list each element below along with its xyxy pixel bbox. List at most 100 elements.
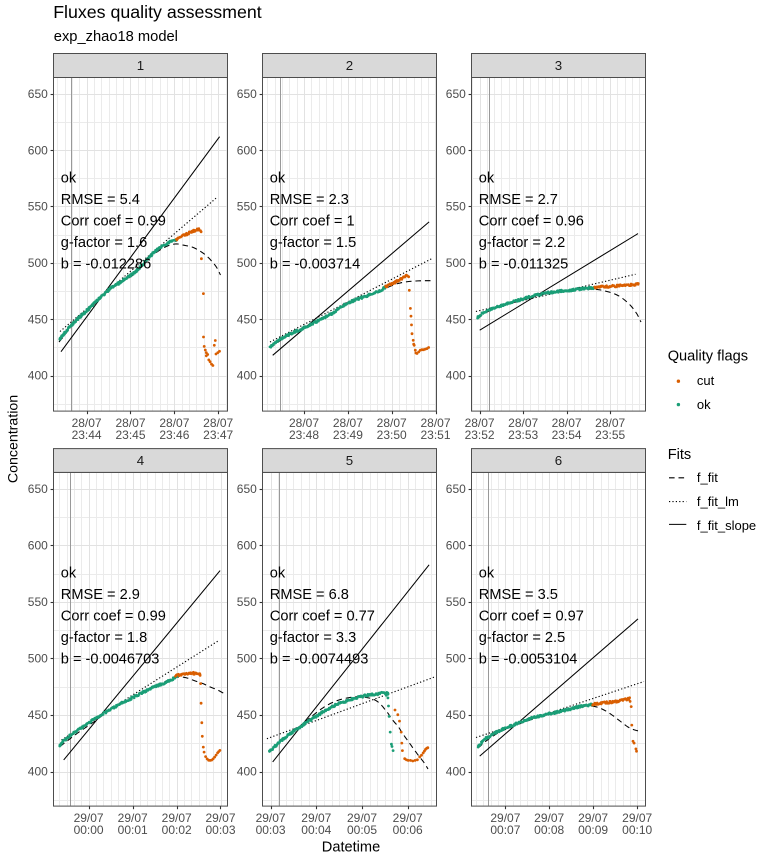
svg-text:ok: ok (479, 565, 495, 581)
svg-text:ok: ok (61, 171, 77, 187)
svg-text:Corr coef = 0.77: Corr coef = 0.77 (270, 608, 375, 624)
svg-text:400: 400 (446, 369, 466, 383)
svg-text:650: 650 (28, 87, 48, 101)
svg-text:00:03: 00:03 (205, 823, 235, 837)
svg-text:ok: ok (697, 397, 711, 412)
svg-text:650: 650 (446, 87, 466, 101)
svg-text:600: 600 (446, 143, 466, 157)
svg-text:b = -0.0074493: b = -0.0074493 (270, 651, 369, 667)
svg-text:RMSE = 2.3: RMSE = 2.3 (270, 192, 349, 208)
svg-text:500: 500 (237, 652, 257, 666)
svg-text:29/07: 29/07 (256, 811, 286, 825)
svg-text:f_fit_lm: f_fit_lm (697, 494, 739, 509)
svg-text:RMSE = 2.9: RMSE = 2.9 (61, 587, 140, 603)
svg-text:29/07: 29/07 (205, 811, 235, 825)
svg-text:550: 550 (28, 200, 48, 214)
svg-text:5: 5 (346, 453, 353, 468)
svg-text:450: 450 (237, 708, 257, 722)
svg-text:Corr coef = 0.99: Corr coef = 0.99 (61, 214, 166, 230)
svg-text:400: 400 (237, 765, 257, 779)
svg-text:2: 2 (346, 58, 353, 73)
svg-text:ok: ok (270, 171, 286, 187)
svg-text:29/07: 29/07 (534, 811, 564, 825)
svg-text:ok: ok (61, 565, 77, 581)
svg-text:RMSE = 2.7: RMSE = 2.7 (479, 192, 558, 208)
svg-text:28/07: 28/07 (203, 416, 233, 430)
svg-text:b = -0.012286: b = -0.012286 (61, 257, 151, 273)
svg-text:29/07: 29/07 (347, 811, 377, 825)
svg-text:RMSE = 6.8: RMSE = 6.8 (270, 587, 349, 603)
svg-text:28/07: 28/07 (595, 416, 625, 430)
svg-text:g-factor = 2.2: g-factor = 2.2 (479, 235, 565, 251)
svg-text:28/07: 28/07 (289, 416, 319, 430)
svg-text:29/07: 29/07 (490, 811, 520, 825)
svg-text:500: 500 (237, 256, 257, 270)
svg-text:600: 600 (237, 143, 257, 157)
svg-text:650: 650 (446, 482, 466, 496)
svg-text:Datetime: Datetime (322, 840, 380, 856)
svg-text:Corr coef = 0.99: Corr coef = 0.99 (61, 608, 166, 624)
svg-text:00:04: 00:04 (301, 823, 331, 837)
svg-text:450: 450 (28, 312, 48, 326)
svg-text:23:45: 23:45 (115, 428, 145, 442)
svg-text:Concentration: Concentration (6, 395, 22, 483)
svg-text:23:44: 23:44 (72, 428, 102, 442)
svg-text:450: 450 (237, 312, 257, 326)
svg-text:500: 500 (28, 652, 48, 666)
svg-text:23:55: 23:55 (595, 428, 625, 442)
svg-text:550: 550 (237, 595, 257, 609)
svg-text:28/07: 28/07 (377, 416, 407, 430)
svg-text:f_fit_slope: f_fit_slope (697, 518, 756, 533)
svg-text:00:10: 00:10 (622, 823, 652, 837)
svg-text:500: 500 (446, 256, 466, 270)
svg-text:400: 400 (237, 369, 257, 383)
svg-text:f_fit: f_fit (697, 470, 718, 485)
svg-text:28/07: 28/07 (159, 416, 189, 430)
svg-text:00:05: 00:05 (347, 823, 377, 837)
svg-text:23:50: 23:50 (377, 428, 407, 442)
svg-text:b = -0.011325: b = -0.011325 (479, 257, 568, 273)
svg-text:650: 650 (237, 87, 257, 101)
svg-text:23:51: 23:51 (420, 428, 450, 442)
svg-text:23:49: 23:49 (333, 428, 363, 442)
svg-text:g-factor = 3.3: g-factor = 3.3 (270, 630, 356, 646)
svg-text:600: 600 (28, 143, 48, 157)
svg-text:g-factor = 1.6: g-factor = 1.6 (61, 235, 147, 251)
svg-text:g-factor = 1.5: g-factor = 1.5 (270, 235, 356, 251)
svg-text:28/07: 28/07 (508, 416, 538, 430)
svg-text:550: 550 (237, 200, 257, 214)
svg-text:28/07: 28/07 (465, 416, 495, 430)
svg-text:650: 650 (28, 482, 48, 496)
svg-text:00:07: 00:07 (490, 823, 520, 837)
svg-text:600: 600 (446, 539, 466, 553)
svg-text:29/07: 29/07 (74, 811, 104, 825)
svg-text:450: 450 (446, 708, 466, 722)
svg-text:Fits: Fits (668, 447, 692, 463)
svg-text:ok: ok (270, 565, 286, 581)
svg-text:400: 400 (28, 765, 48, 779)
svg-text:b = -0.0046703: b = -0.0046703 (61, 651, 160, 667)
svg-text:Corr coef = 0.96: Corr coef = 0.96 (479, 214, 584, 230)
svg-text:29/07: 29/07 (393, 811, 423, 825)
svg-text:29/07: 29/07 (162, 811, 192, 825)
svg-text:RMSE = 3.5: RMSE = 3.5 (479, 587, 558, 603)
svg-text:400: 400 (28, 369, 48, 383)
svg-text:exp_zhao18 model: exp_zhao18 model (54, 29, 178, 45)
svg-text:550: 550 (446, 200, 466, 214)
svg-text:00:01: 00:01 (118, 823, 148, 837)
svg-text:500: 500 (28, 256, 48, 270)
svg-text:1: 1 (137, 58, 144, 73)
svg-text:23:54: 23:54 (552, 428, 582, 442)
svg-text:23:47: 23:47 (203, 428, 233, 442)
svg-text:Quality flags: Quality flags (668, 348, 748, 364)
svg-text:450: 450 (446, 312, 466, 326)
svg-text:28/07: 28/07 (115, 416, 145, 430)
svg-text:g-factor = 1.8: g-factor = 1.8 (61, 630, 147, 646)
svg-text:00:00: 00:00 (74, 823, 104, 837)
svg-text:b = -0.003714: b = -0.003714 (270, 257, 360, 273)
svg-text:00:03: 00:03 (256, 823, 286, 837)
svg-text:23:46: 23:46 (159, 428, 189, 442)
svg-text:550: 550 (28, 595, 48, 609)
svg-text:ok: ok (479, 171, 495, 187)
svg-text:28/07: 28/07 (420, 416, 450, 430)
